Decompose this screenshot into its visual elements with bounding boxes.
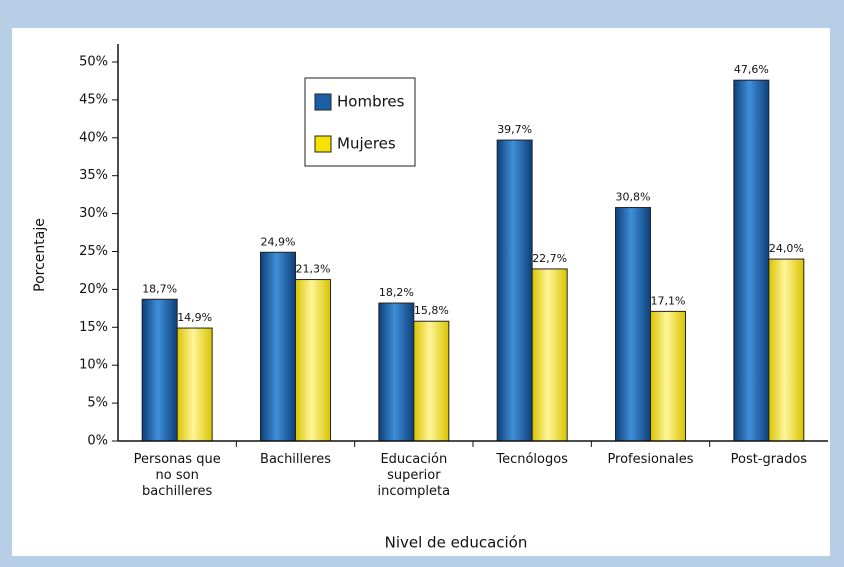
bar [413,320,450,442]
y-tick-label: 20% [79,282,108,297]
x-tick-label: Personas que no son bachilleres [134,452,221,499]
bar [615,207,651,442]
bar [768,258,805,442]
x-tick-label: Educación superior incompleta [378,452,451,499]
y-tick-label: 5% [87,396,108,411]
y-tick-label: 15% [79,320,108,335]
y-tick-label: 25% [79,244,108,259]
value-label: 21,3% [296,263,331,276]
x-tick-label: Post-grados [731,452,808,467]
legend-label: Hombres [337,93,405,111]
legend-swatch [314,135,332,153]
x-tick-label: Bachilleres [260,452,331,467]
value-label: 24,0% [769,242,804,255]
y-tick-label: 0% [87,434,108,449]
y-tick-label: 30% [79,206,108,221]
y-tick-label: 50% [79,55,108,70]
value-label: 14,9% [177,311,212,324]
y-axis-label: Porcentaje [32,218,48,292]
value-label: 22,7% [532,252,567,265]
legend-swatch [314,93,332,111]
value-label: 24,9% [261,235,296,248]
y-tick-label: 45% [79,92,108,107]
bar [496,139,533,442]
bar [733,79,770,442]
value-label: 39,7% [497,123,532,136]
x-axis-label: Nivel de educación [385,534,528,552]
legend-box [304,77,416,167]
value-label: 15,8% [414,304,449,317]
y-tick-label: 10% [79,358,108,373]
bar [260,251,296,442]
value-label: 30,8% [616,191,651,204]
x-tick-label: Profesionales [607,452,693,467]
legend-label: Mujeres [337,135,396,153]
bar [141,298,178,442]
value-label: 18,7% [142,282,177,295]
bar [176,327,213,442]
bar [378,302,415,442]
value-label: 47,6% [734,63,769,76]
bar [650,310,686,442]
y-tick-label: 35% [79,168,108,183]
value-label: 17,1% [651,294,686,307]
y-tick-label: 40% [79,130,108,145]
x-tick-label: Tecnólogos [495,452,568,467]
bar [295,279,331,442]
panel [12,28,830,556]
value-label: 18,2% [379,286,414,299]
bar [531,268,568,442]
